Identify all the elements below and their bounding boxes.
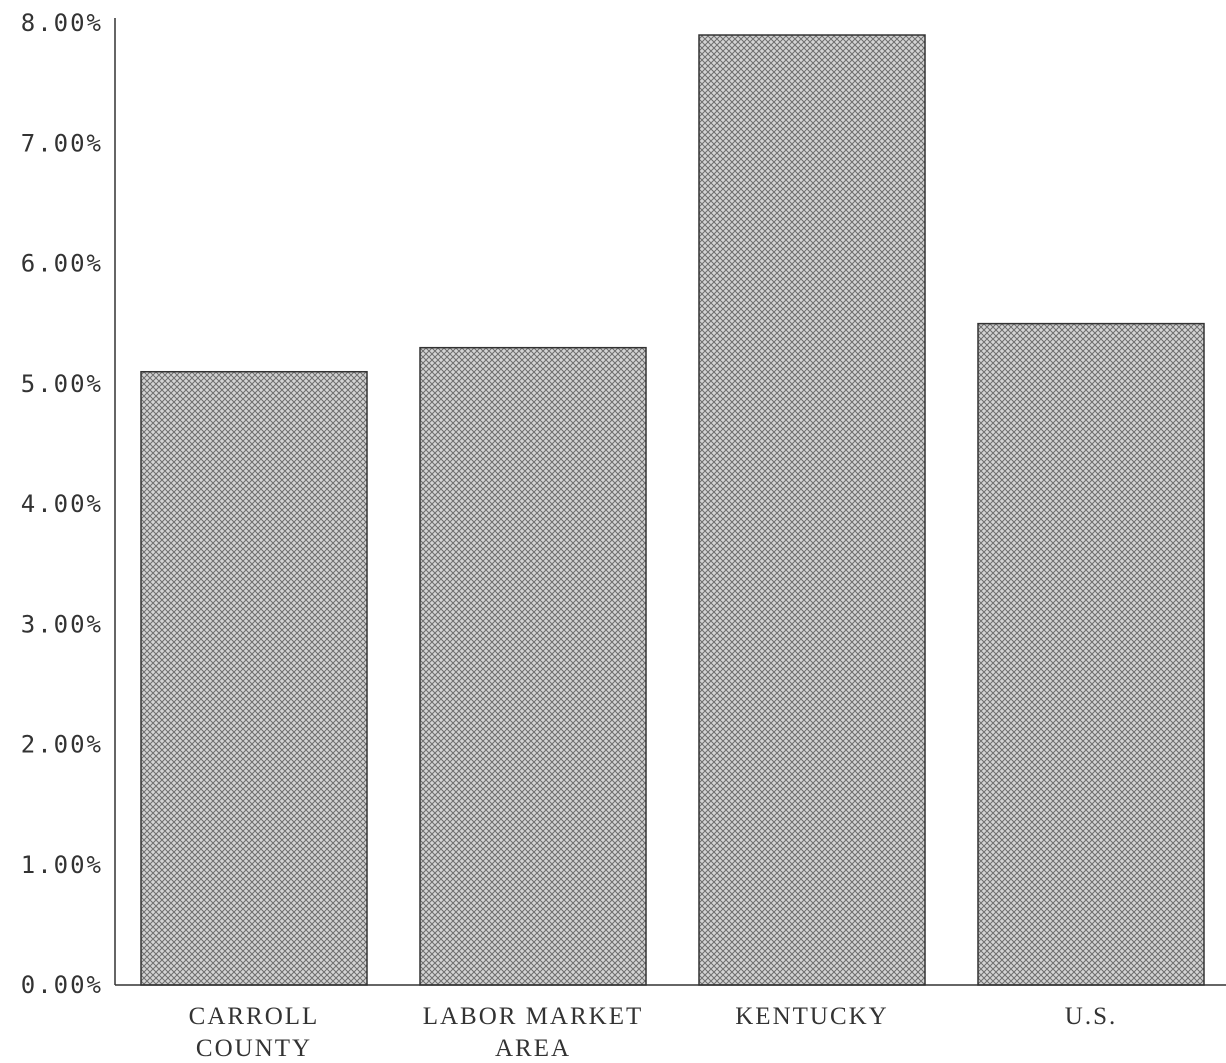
y-tick-label: 1.00% (21, 851, 103, 879)
bar (419, 346, 647, 986)
x-category-label: LABOR MARKET (423, 1003, 644, 1030)
y-tick-label: 8.00% (21, 9, 103, 37)
bar (140, 370, 368, 986)
y-tick-label: 0.00% (21, 971, 103, 999)
y-tick-label: 7.00% (21, 129, 103, 157)
y-axis-ticks: 0.00% 1.00% 2.00% 3.00% 4.00% 5.00% 6.00% 7.00%… (21, 9, 103, 999)
x-axis-labels: CARROLL COUNTY LABOR MARKET AREA KENTUCKY U.S… (189, 1003, 1117, 1062)
y-tick-label: 2.00% (21, 731, 103, 759)
y-tick-label: 3.00% (21, 610, 103, 638)
x-category-label: KENTUCKY (735, 1003, 889, 1030)
bar (698, 34, 926, 986)
x-category-label: COUNTY (196, 1035, 312, 1062)
x-category-label: U.S. (1065, 1003, 1117, 1030)
y-tick-label: 5.00% (21, 370, 103, 398)
bars-group (140, 34, 1205, 986)
bar (977, 322, 1205, 986)
x-category-label: CARROLL (189, 1003, 320, 1030)
x-category-label: AREA (495, 1035, 571, 1062)
y-tick-label: 4.00% (21, 490, 103, 518)
y-tick-label: 6.00% (21, 250, 103, 278)
